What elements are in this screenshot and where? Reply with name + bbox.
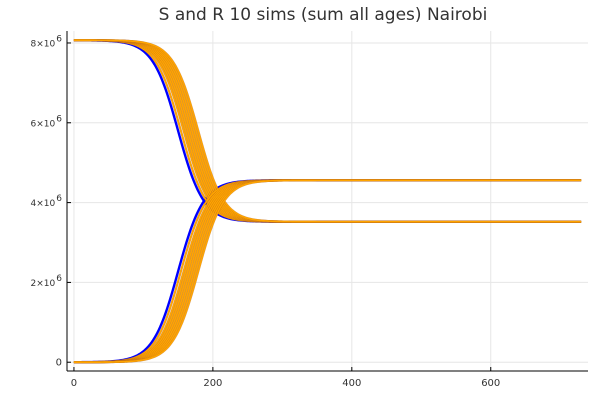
x-tick-label: 0	[71, 378, 77, 389]
x-tick-label: 600	[481, 378, 500, 389]
series-S-sim-3	[73, 39, 582, 223]
series-S-sim-3-edge	[73, 39, 582, 223]
series-R-sim-3-edge	[73, 179, 582, 364]
series-R-sim-1	[73, 179, 582, 364]
x-tick-label: 400	[342, 378, 361, 389]
series-R-sim-6	[73, 179, 582, 363]
series-S-sim-9	[73, 39, 582, 223]
series-S-sim-5-edge	[73, 39, 582, 223]
series-S-sim-2-edge	[73, 39, 582, 223]
grid	[67, 31, 588, 371]
series-R-sim-5-edge	[73, 179, 582, 364]
y-tick-label: 4×106	[31, 194, 63, 209]
series-R-sim-10	[73, 179, 582, 364]
series-R-sim-9	[73, 179, 582, 364]
series-R-sim-10-edge	[73, 179, 582, 364]
series-R-sim-7-edge	[73, 179, 582, 364]
series-S-sim-10-edge	[73, 39, 582, 223]
x-tick-label: 200	[203, 378, 222, 389]
series-S-sim-4-edge	[73, 39, 582, 223]
series-R-sim-5	[73, 179, 582, 363]
y-tick-label: 2×106	[31, 274, 63, 289]
series-S-sim-8-edge	[73, 39, 582, 223]
series-R-sim-6-edge	[73, 179, 582, 364]
series-R-sim-2-edge	[73, 179, 582, 364]
chart-title: S and R 10 sims (sum all ages) Nairobi	[159, 5, 488, 25]
series-R-sim-8	[73, 179, 582, 364]
y-tick-label: 0	[56, 358, 62, 369]
series-S-sim-7	[73, 39, 582, 223]
series-S-sim-1	[73, 39, 582, 223]
series-S-sim-10	[73, 39, 582, 223]
series-R-sim-7	[73, 179, 582, 363]
series-R-sim-9-edge	[73, 179, 582, 364]
y-tick-label: 8×106	[31, 34, 63, 49]
series-S-sim-8	[73, 39, 582, 223]
series-S-sim-4	[73, 39, 582, 223]
series-R-sim-4-edge	[73, 179, 582, 364]
series-R-sim-2	[73, 179, 582, 363]
series-S-sim-6-edge	[73, 39, 582, 223]
series-group	[73, 39, 582, 364]
series-S-sim-7-edge	[73, 39, 582, 223]
series-R-sim-8-edge	[73, 179, 582, 364]
series-S-sim-9-edge	[73, 39, 582, 223]
series-S-sim-5	[73, 39, 582, 223]
series-S-sim-2	[73, 39, 582, 223]
series-S-sim-6	[73, 39, 582, 223]
series-R-sim-4	[73, 179, 582, 363]
y-tick-label: 6×106	[31, 114, 63, 129]
axes: 0 200 400 600 0 2×106 4×106 6×106 8×106	[31, 31, 588, 389]
series-R-sim-3	[73, 179, 582, 363]
